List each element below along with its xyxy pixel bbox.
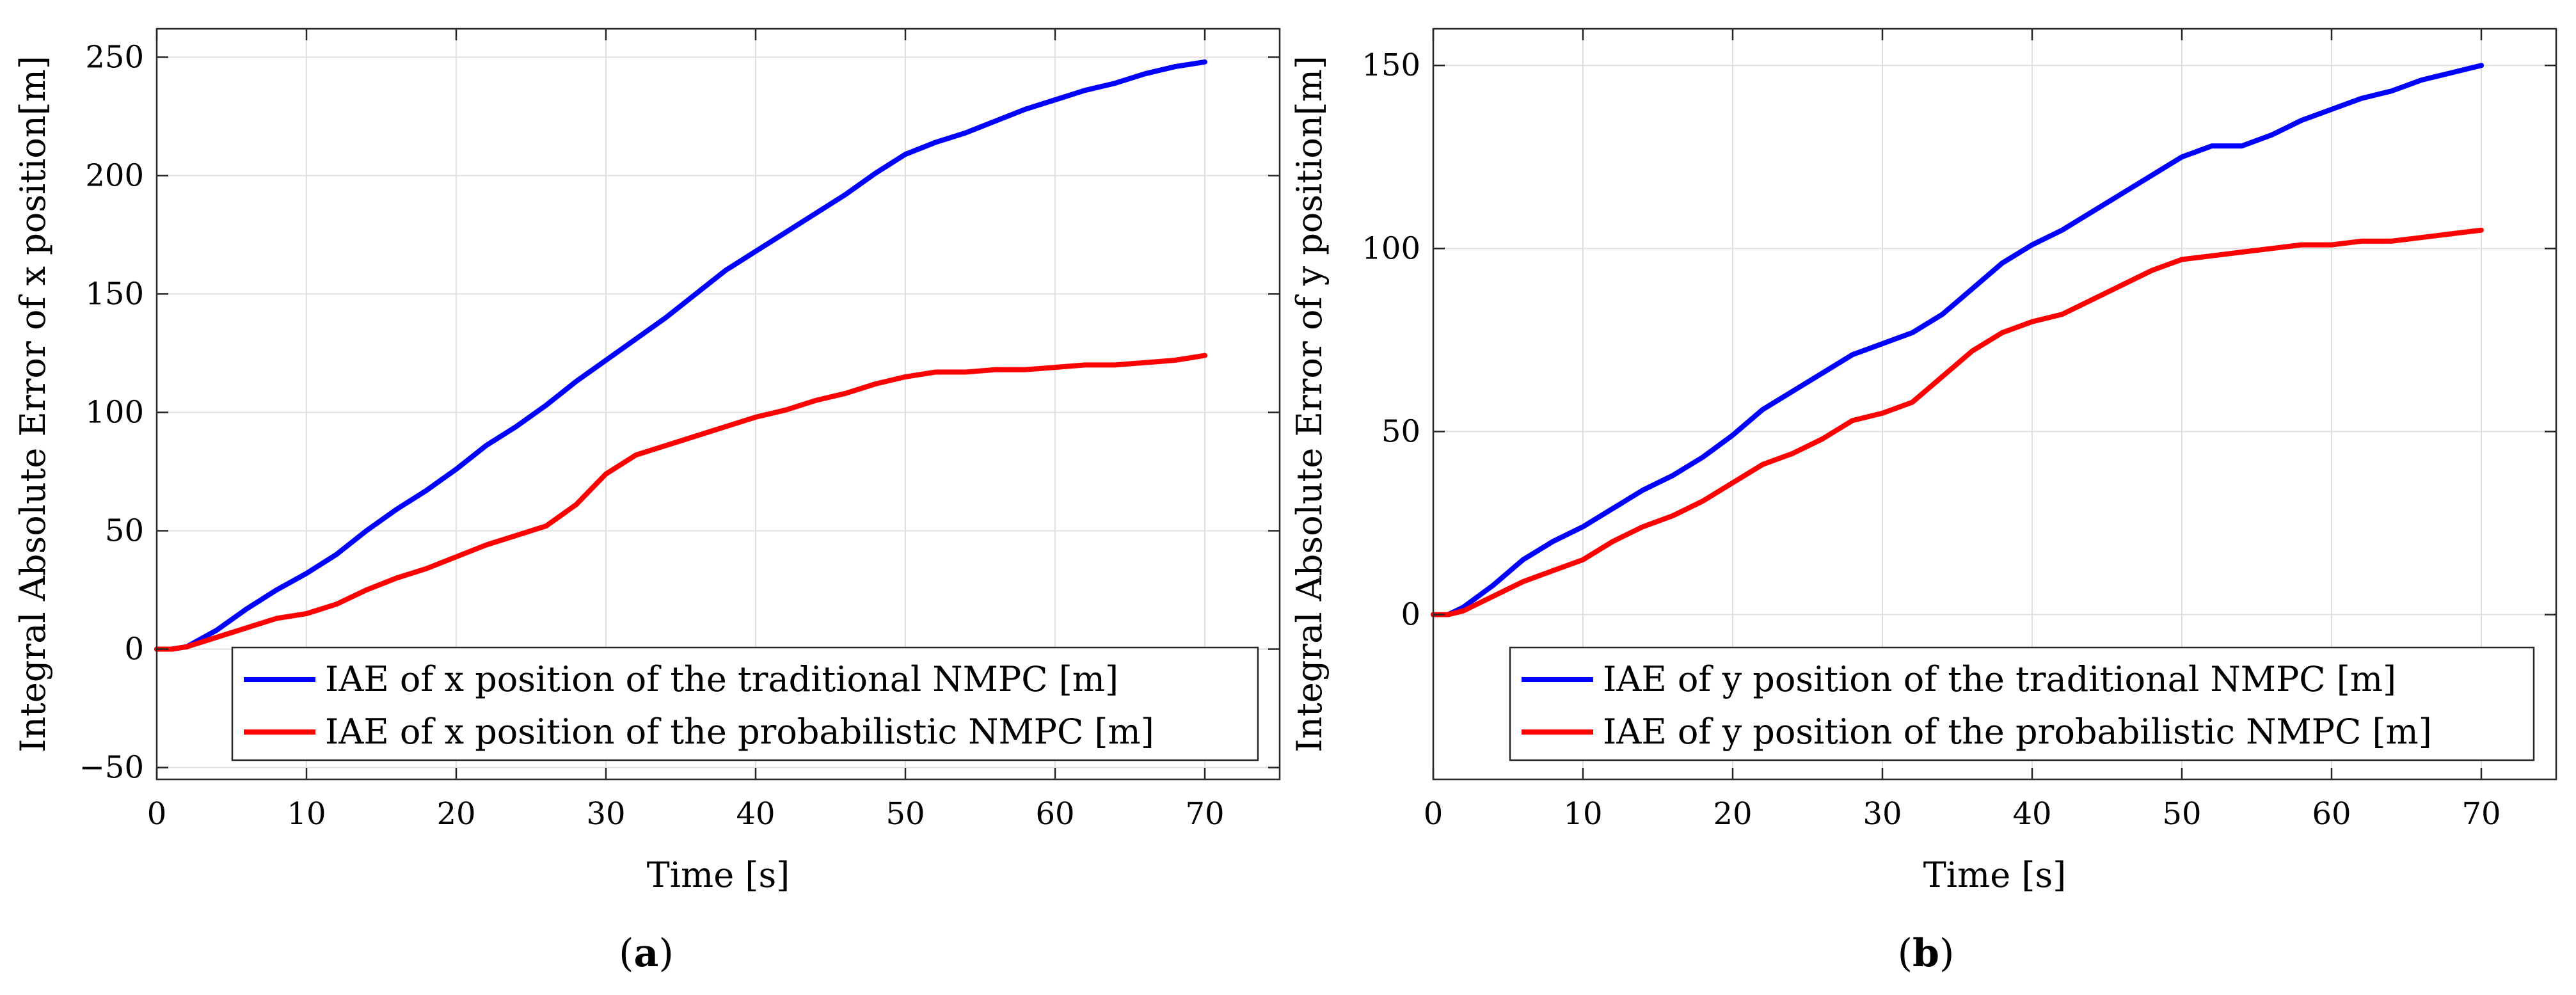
series-line-traditional [154,59,1207,652]
x-tick-label: 50 [2162,796,2201,832]
legend-entry-probabilistic: IAE of x position of the probabilistic N… [325,712,1154,752]
caption-letter: a [634,931,659,976]
y-tick-label: 100 [85,394,144,430]
panel-caption: (a) [619,931,674,976]
x-axis-label: Time [s] [647,855,790,895]
y-tick-label: 250 [85,39,144,75]
legend: IAE of x position of the traditional NMP… [231,646,1259,761]
y-axis-label: Integral Absolute Error of y position[m] [1289,56,1330,752]
caption-letter: b [1912,931,1939,976]
x-tick-label: 10 [1563,796,1602,832]
chart-panel-b: 0 10 20 30 40 50 60 70 0 50 100 150 Time [s] Integral… [1289,28,2557,976]
legend-entry-traditional: IAE of y position of the traditional NMP… [1603,659,2396,699]
y-axis-label: Integral Absolute Error of x position[m] [13,56,53,752]
series-line-probabilistic [1431,227,2484,617]
axes-box [155,28,1281,781]
y-tick-label: 0 [1401,597,1420,633]
legend-box [1509,646,2535,761]
x-tick-label: 0 [147,796,167,832]
y-tick-label: 50 [1381,413,1420,449]
x-tick-label: 30 [1863,796,1902,832]
x-tick-label: 60 [2312,796,2351,832]
panel-caption: (b) [1898,931,1955,976]
y-tick-label: −50 [79,749,144,785]
series-line-traditional [1431,63,2484,617]
x-tick-label: 30 [586,796,625,832]
x-tick-label: 70 [2461,796,2500,832]
y-tick-label: 50 [105,513,144,548]
x-tick-label: 20 [1713,796,1752,832]
legend-entry-probabilistic: IAE of y position of the probabilistic N… [1603,712,2432,752]
legend: IAE of y position of the traditional NMP… [1509,646,2535,761]
x-tick-label: 40 [736,796,775,832]
legend-entry-traditional: IAE of x position of the traditional NMP… [325,659,1118,699]
x-tick-label: 60 [1035,796,1074,832]
y-tick-label: 150 [1362,47,1420,83]
x-axis-label: Time [s] [1923,855,2066,895]
y-tick-label: 150 [85,276,144,312]
x-tick-label: 0 [1424,796,1443,832]
caption-open: ( [619,931,633,976]
x-tick-label: 50 [886,796,925,832]
y-tick-label: 100 [1362,230,1420,266]
caption-close: ) [658,931,673,976]
x-tick-label: 10 [287,796,326,832]
x-tick-label: 20 [436,796,475,832]
axes-box [1432,28,2557,781]
x-tick-label: 70 [1185,796,1224,832]
x-tick-label: 40 [2012,796,2051,832]
y-tick-label: 200 [85,157,144,193]
legend-box [231,646,1259,761]
caption-open: ( [1898,931,1912,976]
caption-close: ) [1939,931,1954,976]
series-line-probabilistic [154,353,1207,652]
y-tick-label: 0 [124,631,144,667]
